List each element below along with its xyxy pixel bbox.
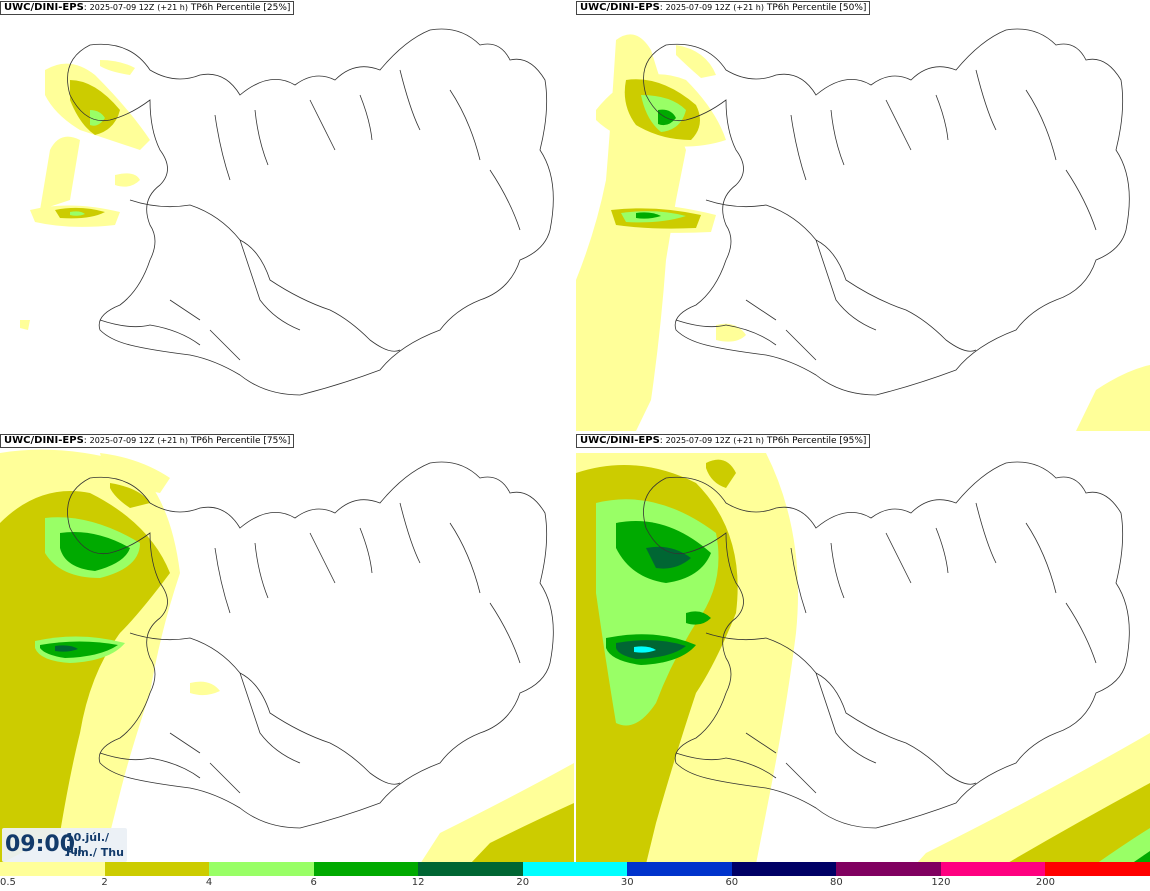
colorbar-tick-label: 30 — [620, 877, 634, 888]
colorbar-segment — [209, 862, 314, 876]
colorbar-tick-label: 60 — [725, 877, 739, 888]
valid-time: 09:00 — [5, 832, 76, 857]
colorbar-tick-label: 80 — [829, 877, 843, 888]
precip-fields — [0, 449, 574, 864]
coastline — [67, 28, 554, 396]
valid-time-box: 09:00 10.júl./ Jul Fim./ Thu — [2, 828, 127, 862]
map-canvas — [576, 28, 1150, 431]
colorbar-segment — [836, 862, 941, 876]
panel-divider-horizontal — [0, 431, 1150, 433]
colorbar-segment — [418, 862, 523, 876]
panel-title: UWC/DINI-EPS: 2025-07-09 12Z (+21 h) TP6… — [0, 434, 295, 448]
valid-date: 10.júl./ Jul — [66, 831, 110, 857]
coastline — [643, 28, 1130, 396]
valid-day: Fim./ Thu — [66, 846, 124, 859]
colorbar-tick-label: 0.5 — [0, 877, 16, 888]
colorbar-tick-label: 20 — [516, 877, 530, 888]
map-panel-50: UWC/DINI-EPS: 2025-07-09 12Z (+21 h) TP6… — [576, 0, 1150, 431]
coastline — [643, 461, 1130, 829]
panel-title: UWC/DINI-EPS: 2025-07-09 12Z (+21 h) TP6… — [0, 1, 295, 15]
colorbar-segment — [1045, 862, 1150, 876]
colorbar-segment — [731, 862, 837, 876]
colorbar-tick-label: 6 — [310, 877, 317, 888]
colorbar-tick-label: 12 — [411, 877, 425, 888]
colorbar-ticks: 0.5 2 4 6 12 20 30 60 80 120 200 — [0, 876, 1150, 891]
panel-title: UWC/DINI-EPS: 2025-07-09 12Z (+21 h) TP6… — [576, 434, 871, 448]
precip-fields — [576, 34, 1150, 431]
colorbar-tick-label: 2 — [101, 877, 108, 888]
colorbar — [0, 862, 1150, 876]
colorbar-segment — [313, 862, 419, 876]
map-canvas — [20, 28, 554, 396]
colorbar-segment — [0, 862, 105, 876]
colorbar-tick-label: 120 — [931, 877, 951, 888]
map-canvas — [0, 449, 574, 864]
precip-fields — [20, 60, 150, 330]
colorbar-tick-label: 4 — [205, 877, 213, 888]
colorbar-segment — [522, 862, 628, 876]
map-panel-75: UWC/DINI-EPS: 2025-07-09 12Z (+21 h) TP6… — [0, 433, 574, 864]
colorbar-segment — [940, 862, 1046, 876]
map-panel-25: UWC/DINI-EPS: 2025-07-09 12Z (+21 h) TP6… — [0, 0, 574, 431]
colorbar-segment — [104, 862, 210, 876]
colorbar-tick-label: 200 — [1035, 877, 1055, 888]
panel-title: UWC/DINI-EPS: 2025-07-09 12Z (+21 h) TP6… — [576, 1, 871, 15]
colorbar-segment — [627, 862, 732, 876]
coastline — [67, 461, 554, 829]
map-canvas — [576, 453, 1150, 864]
precip-fields — [576, 453, 1150, 864]
map-panel-95: UWC/DINI-EPS: 2025-07-09 12Z (+21 h) TP6… — [576, 433, 1150, 864]
